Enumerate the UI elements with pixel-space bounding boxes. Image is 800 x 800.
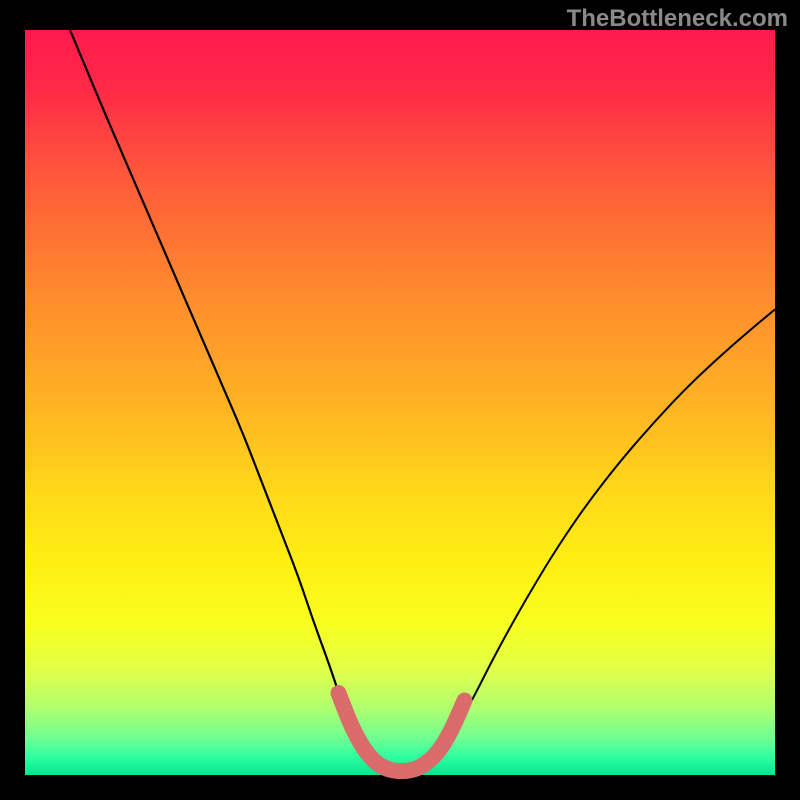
chart-svg <box>0 0 800 800</box>
watermark-text: TheBottleneck.com <box>567 5 788 33</box>
chart-frame <box>0 0 800 800</box>
